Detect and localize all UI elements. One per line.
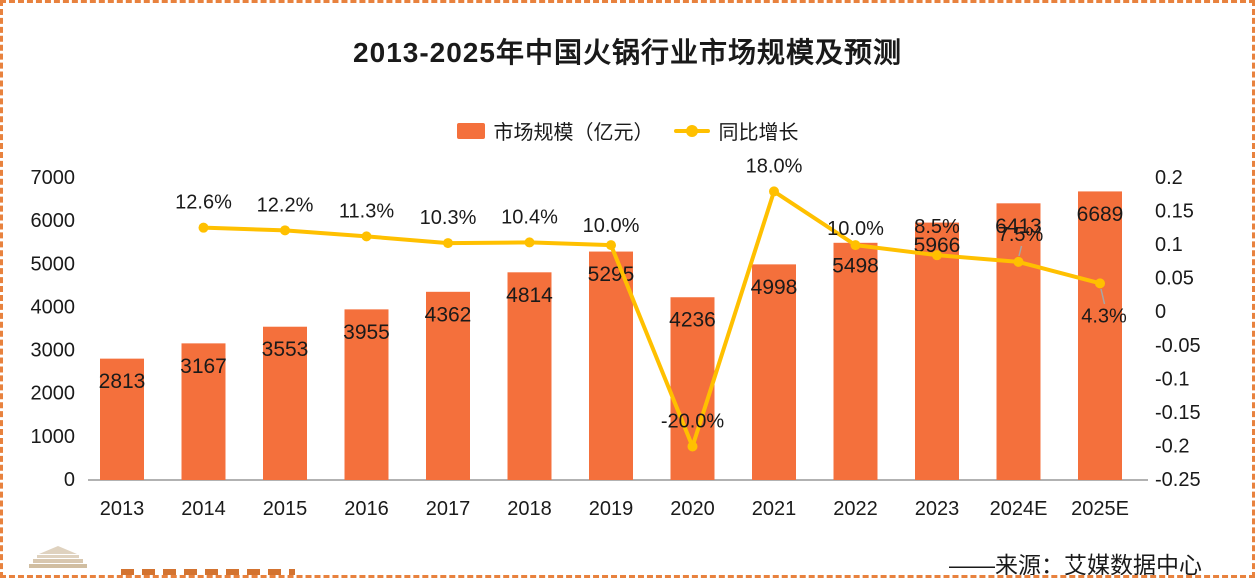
line-point-2019 xyxy=(606,240,616,251)
line-point-2025E xyxy=(1095,278,1105,289)
line-value-label: 8.5% xyxy=(914,216,960,238)
line-value-label: 11.3% xyxy=(339,200,394,222)
bar-2021 xyxy=(752,264,796,480)
bar-2025E xyxy=(1078,191,1122,481)
chart-legend: 市场规模（亿元） 同比增长 xyxy=(3,116,1252,145)
line-point-2020 xyxy=(687,441,698,452)
legend-label-yoy-growth: 同比增长 xyxy=(718,122,799,144)
right-axis-tick-label: -0.05 xyxy=(1155,335,1201,357)
legend-item-market-size: 市场规模（亿元） xyxy=(456,116,654,145)
cropped-watermark-text xyxy=(121,569,295,575)
right-axis-tick-label: -0.1 xyxy=(1155,368,1189,390)
right-axis-tick-label: 0.15 xyxy=(1155,201,1194,223)
bar-value-label: 3167 xyxy=(180,355,227,378)
bar-2016 xyxy=(344,309,389,480)
line-value-label: 7.5% xyxy=(998,224,1044,246)
x-axis-category-label: 2019 xyxy=(589,498,634,520)
left-axis-tick-label: 2000 xyxy=(31,383,76,405)
right-axis-tick-label: 0.1 xyxy=(1155,234,1183,256)
left-axis-tick-label: 0 xyxy=(64,469,75,491)
bar-value-label: 6689 xyxy=(1077,203,1124,226)
line-point-2024E xyxy=(1013,256,1024,267)
bar-2023 xyxy=(915,222,959,480)
line-point-2015 xyxy=(280,225,290,236)
bar-2022 xyxy=(833,242,878,480)
legend-label-market-size: 市场规模（亿元） xyxy=(493,122,654,144)
bar-value-label: 5498 xyxy=(832,254,879,277)
bar-2014 xyxy=(181,343,226,480)
line-legend-marker-icon xyxy=(673,124,710,137)
label-leader-line xyxy=(1100,288,1106,305)
bar-value-label: 4814 xyxy=(506,284,553,307)
x-axis-category-label: 2014 xyxy=(181,498,226,520)
combo-chart: 0 1000 2000 3000 4000 5000 6000 7000 0.2 0.15 0.1 0… xyxy=(31,155,1201,520)
line-point-2022 xyxy=(850,240,861,251)
bar-2013 xyxy=(100,358,144,480)
bar-value-label: 2813 xyxy=(99,370,146,393)
right-axis-tick-label: 0.2 xyxy=(1155,167,1183,189)
x-axis-category-label: 2021 xyxy=(752,498,797,520)
bar-2017 xyxy=(426,291,470,480)
x-axis-category-label: 2013 xyxy=(100,498,145,520)
bar-value-label: 4362 xyxy=(425,303,472,326)
label-leader-line xyxy=(1018,245,1023,257)
line-value-label: 10.0% xyxy=(827,218,884,240)
line-point-2016 xyxy=(361,231,372,242)
line-value-label: 4.3% xyxy=(1081,305,1127,327)
line-point-2017 xyxy=(443,238,453,249)
bar-2019 xyxy=(589,251,633,480)
x-axis-category-label: 2016 xyxy=(344,498,389,520)
left-axis-tick-label: 5000 xyxy=(31,253,76,275)
x-axis-category-label: 2025E xyxy=(1071,498,1129,520)
yoy-growth-line xyxy=(201,189,1102,449)
line-value-label: -20.0% xyxy=(661,410,725,432)
legend-item-yoy-growth: 同比增长 xyxy=(673,116,799,145)
bar-legend-swatch-icon xyxy=(456,122,485,139)
bar-2024E xyxy=(996,203,1041,480)
x-axis-category-label: 2020 xyxy=(670,498,715,520)
line-legend-dot-icon xyxy=(685,124,698,137)
line-point-2021 xyxy=(769,186,779,197)
right-axis-tick-label: -0.2 xyxy=(1155,435,1189,457)
bar-value-label: 6413 xyxy=(995,215,1042,238)
line-point-2014 xyxy=(198,222,209,233)
line-point-2018 xyxy=(524,237,535,248)
left-axis-tick-label: 3000 xyxy=(31,340,76,362)
bar-value-label: 3553 xyxy=(262,338,309,361)
x-axis-category-label: 2015 xyxy=(263,498,308,520)
x-axis-category-label: 2024E xyxy=(990,498,1048,520)
line-value-label: 10.3% xyxy=(420,207,477,229)
bar-2015 xyxy=(263,326,307,480)
left-axis-tick-label: 1000 xyxy=(31,426,76,448)
x-axis-category-label: 2022 xyxy=(833,498,878,520)
right-axis-tick-label: -0.15 xyxy=(1155,402,1201,424)
right-axis-tick-label: 0 xyxy=(1155,301,1166,323)
x-axis-category-label: 2018 xyxy=(507,498,552,520)
source-attribution: ——来源：艾媒数据中心 xyxy=(949,552,1202,578)
left-axis-tick-label: 6000 xyxy=(31,210,76,232)
line-value-label: 12.2% xyxy=(257,194,314,216)
bar-value-label: 3955 xyxy=(343,321,390,344)
bar-value-label: 4998 xyxy=(751,276,798,299)
line-value-label: 10.0% xyxy=(583,215,640,237)
right-axis-tick-label: -0.25 xyxy=(1155,469,1201,491)
line-point-2023 xyxy=(932,250,942,261)
bar-value-label: 5966 xyxy=(914,234,961,257)
right-axis-tick-label: 0.05 xyxy=(1155,268,1194,290)
left-axis-tick-label: 7000 xyxy=(31,167,76,189)
x-axis-category-label: 2023 xyxy=(915,498,960,520)
chart-title: 2013-2025年中国火锅行业市场规模及预测 xyxy=(353,37,902,68)
bar-2018 xyxy=(507,272,552,480)
bar-value-label: 4236 xyxy=(669,309,716,332)
x-axis-category-label: 2017 xyxy=(426,498,471,520)
watermark-logo xyxy=(25,545,91,574)
line-value-label: 10.4% xyxy=(501,206,558,228)
line-value-label: 18.0% xyxy=(746,155,803,177)
line-value-label: 12.6% xyxy=(175,192,232,214)
left-axis-tick-label: 4000 xyxy=(31,296,76,318)
